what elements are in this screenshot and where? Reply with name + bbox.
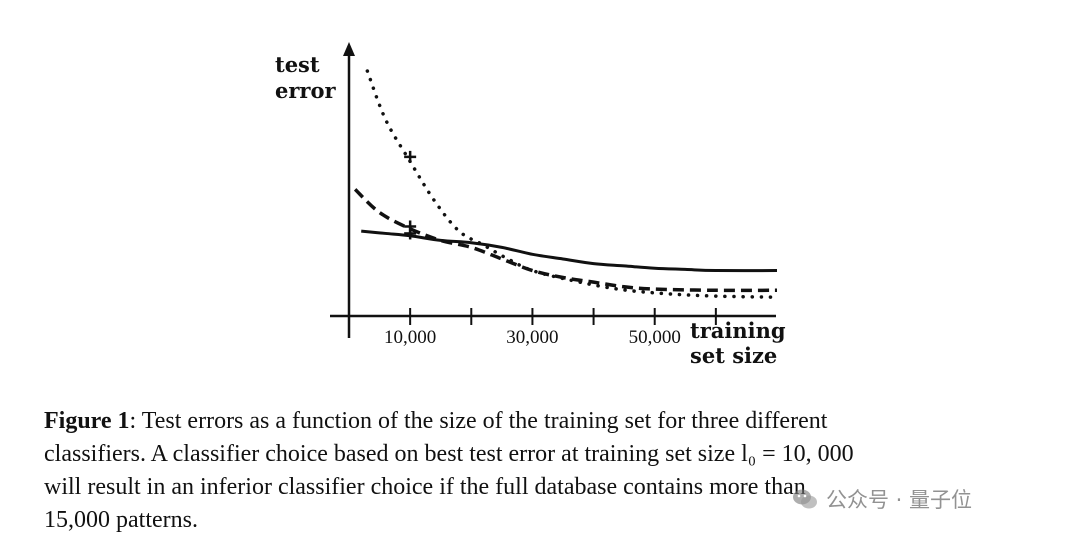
y-axis-label-line-2: error xyxy=(275,78,336,103)
plus-marker-0 xyxy=(404,150,417,163)
caption-line-2: classifiers. A classifier choice based o… xyxy=(44,441,854,467)
series-solid-line xyxy=(361,229,778,273)
x-ticks xyxy=(348,308,717,325)
x-tick-label-2: 50,000 xyxy=(629,327,681,348)
caption-line-4: 15,000 patterns. xyxy=(44,507,198,533)
wechat-icon xyxy=(793,489,817,509)
caption-text-1: : Test errors as a function of the size … xyxy=(129,408,828,434)
y-axis-arrow xyxy=(343,42,355,56)
x-axis-label-line-2: set size xyxy=(690,343,777,368)
marker-layer xyxy=(404,150,417,240)
series-dotted-line xyxy=(365,69,779,299)
x-tick-label-1: 30,000 xyxy=(506,327,558,348)
watermark: 公众号 · 量子位 xyxy=(792,484,972,514)
test-error-chart: 10,000 30,000 50,000 test error training s… xyxy=(275,42,786,368)
plus-marker-2 xyxy=(404,227,417,240)
figure-caption: Figure 1: Test errors as a function of t… xyxy=(44,405,1044,537)
x-tick-label-0: 10,000 xyxy=(384,327,436,348)
axes xyxy=(330,42,776,338)
y-axis-label-line-1: test xyxy=(275,52,320,77)
x-tick-labels: 10,000 30,000 50,000 xyxy=(384,327,681,348)
watermark-text: 公众号 · 量子位 xyxy=(826,488,973,512)
series-layer xyxy=(353,69,779,299)
figure-label: Figure 1 xyxy=(44,408,130,434)
caption-line-1: Figure 1: Test errors as a function of t… xyxy=(44,405,1044,438)
caption-line-3: will result in an inferior classifier ch… xyxy=(44,474,806,500)
series-dashed-line xyxy=(353,188,778,293)
x-axis-label-line-1: training xyxy=(690,318,786,343)
